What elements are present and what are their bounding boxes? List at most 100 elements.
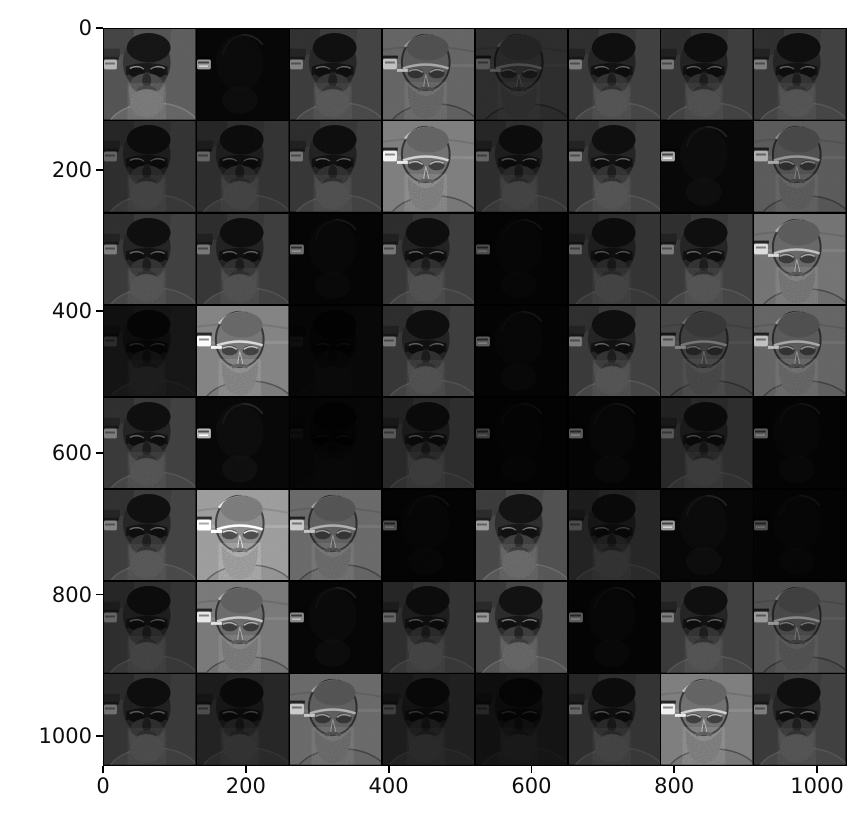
feature-map-image — [383, 398, 474, 489]
feature-map-image — [197, 121, 288, 212]
feature-map-tile — [568, 121, 660, 213]
y-tick-label: 800 — [51, 582, 92, 607]
feature-map-tile — [568, 213, 660, 305]
feature-map-tile — [475, 397, 568, 489]
feature-map-tile — [754, 305, 846, 397]
feature-map-tile — [568, 305, 660, 397]
y-tick-label: 600 — [51, 440, 92, 465]
feature-map-tile — [290, 397, 382, 489]
feature-map-tile — [197, 397, 289, 489]
feature-map-image — [476, 398, 567, 489]
feature-map-image — [383, 121, 474, 212]
feature-map-tile — [382, 29, 475, 121]
feature-map-tile — [104, 397, 196, 489]
feature-map-tile — [382, 673, 475, 765]
x-tick-mark — [530, 766, 533, 773]
feature-map-image — [569, 398, 660, 489]
feature-map-tile — [475, 121, 568, 213]
feature-map-grid — [103, 28, 847, 766]
feature-map-tile — [754, 673, 846, 765]
x-tick-mark — [387, 766, 390, 773]
feature-map-tile — [754, 29, 846, 121]
feature-map-image — [197, 214, 288, 305]
feature-map-image — [383, 582, 474, 673]
feature-map-image — [754, 29, 845, 120]
feature-map-tile — [475, 213, 568, 305]
feature-map-image — [754, 674, 845, 765]
feature-map-tile — [197, 121, 289, 213]
feature-map-tile — [197, 29, 289, 121]
feature-map-tile — [661, 489, 753, 581]
feature-map-tile — [104, 29, 196, 121]
feature-map-image — [569, 674, 660, 765]
feature-map-tile — [290, 305, 382, 397]
feature-map-image — [197, 490, 288, 581]
feature-map-image — [290, 674, 381, 765]
feature-map-tile — [290, 581, 382, 673]
feature-map-tile — [197, 489, 289, 581]
feature-map-image — [197, 398, 288, 489]
y-tick-mark — [96, 735, 103, 738]
feature-map-image — [104, 29, 195, 120]
feature-map-image — [569, 490, 660, 581]
feature-map-image — [104, 490, 195, 581]
feature-map-image — [569, 582, 660, 673]
feature-map-image — [661, 398, 752, 489]
feature-map-tile — [475, 581, 568, 673]
feature-map-tile — [197, 673, 289, 765]
feature-map-image — [290, 306, 381, 397]
feature-map-tile — [568, 29, 660, 121]
feature-map-tile — [197, 213, 289, 305]
x-tick-label: 1000 — [790, 774, 844, 798]
feature-map-image — [383, 674, 474, 765]
feature-map-tile — [290, 213, 382, 305]
feature-map-image — [754, 398, 845, 489]
feature-map-tile — [382, 581, 475, 673]
feature-map-image — [476, 121, 567, 212]
feature-map-image — [383, 214, 474, 305]
feature-map-tile — [104, 581, 196, 673]
y-tick-mark — [96, 310, 103, 313]
y-tick-label: 0 — [78, 16, 92, 40]
feature-map-image — [383, 490, 474, 581]
feature-map-image — [569, 214, 660, 305]
feature-map-image — [476, 582, 567, 673]
feature-map-tile — [754, 121, 846, 213]
feature-map-tile — [661, 397, 753, 489]
y-tick-label: 1000 — [38, 724, 92, 749]
feature-map-image — [290, 490, 381, 581]
feature-map-tile — [568, 489, 660, 581]
y-tick-mark — [96, 452, 103, 454]
feature-map-tile — [661, 121, 753, 213]
feature-map-image — [197, 582, 288, 673]
feature-map-tile — [104, 213, 196, 305]
feature-map-tile — [754, 489, 846, 581]
feature-map-image — [104, 214, 195, 305]
feature-map-tile — [290, 489, 382, 581]
feature-map-tile — [197, 581, 289, 673]
feature-map-tile — [290, 121, 382, 213]
feature-map-image — [661, 490, 752, 581]
feature-map-tile — [475, 673, 568, 765]
x-tick-mark — [816, 766, 818, 773]
feature-map-image — [104, 121, 195, 212]
feature-map-image — [104, 398, 195, 489]
feature-map-image — [104, 306, 195, 397]
feature-map-tile — [568, 397, 660, 489]
feature-map-image — [754, 490, 845, 581]
feature-map-image — [661, 214, 752, 305]
feature-map-image — [661, 29, 752, 120]
feature-map-tile — [661, 213, 753, 305]
feature-map-image — [476, 306, 567, 397]
feature-map-tile — [382, 121, 475, 213]
y-tick-label: 200 — [51, 157, 92, 182]
feature-map-image — [383, 29, 474, 120]
feature-map-tile — [661, 673, 753, 765]
y-tick-mark — [96, 593, 103, 596]
y-tick-mark — [96, 27, 103, 29]
feature-map-tile — [475, 489, 568, 581]
x-tick-mark — [673, 766, 676, 773]
feature-map-image — [661, 306, 752, 397]
x-tick-mark — [102, 766, 104, 773]
